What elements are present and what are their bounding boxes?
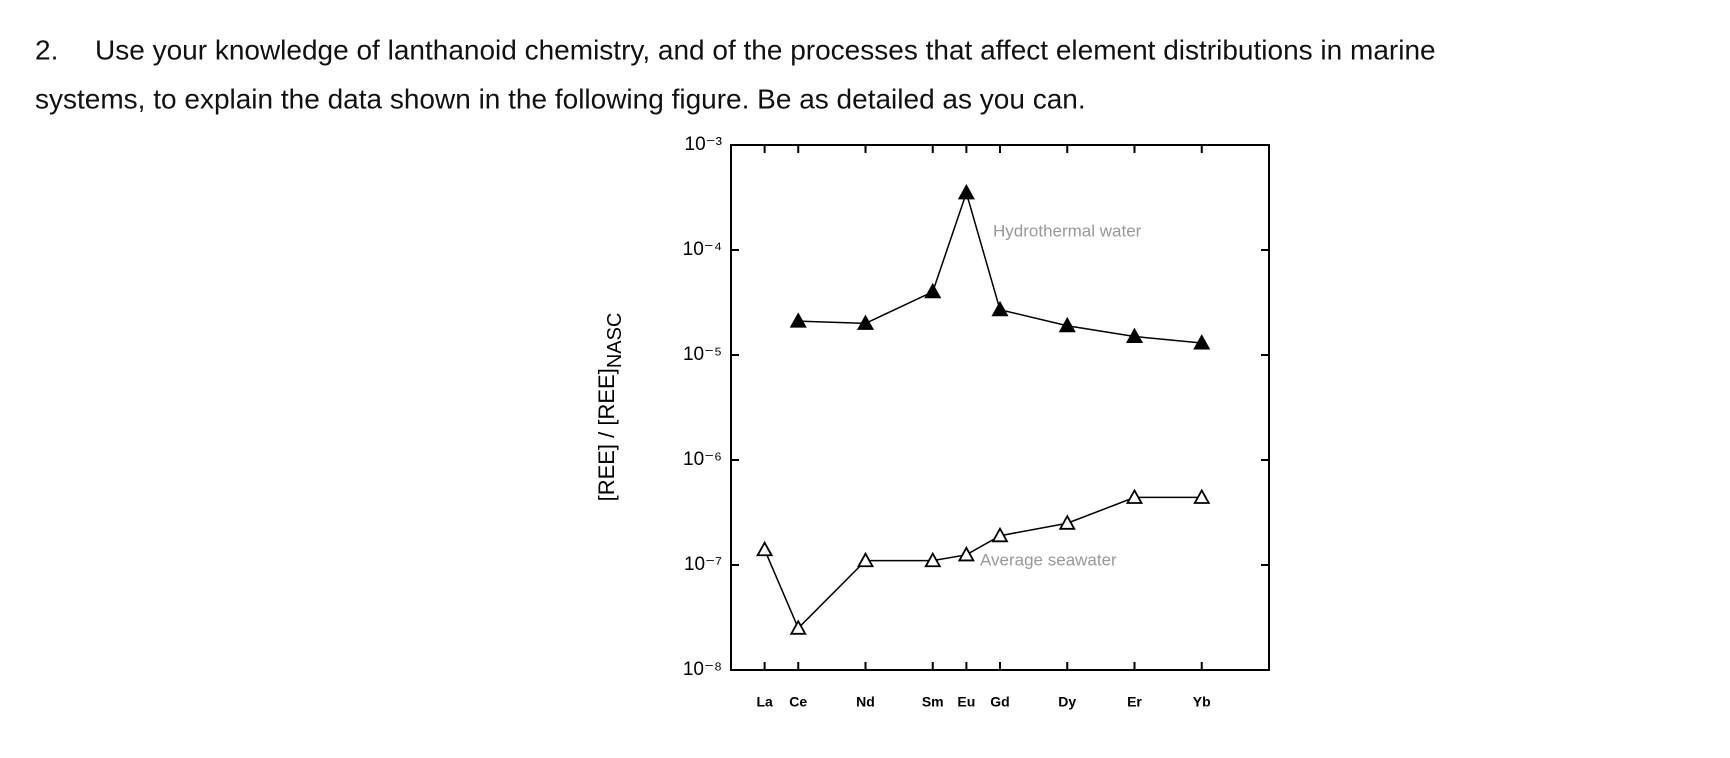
data-point (924, 282, 942, 299)
y-tick-label: 10⁻⁸ (683, 659, 722, 680)
x-tick-label: Eu (957, 694, 975, 710)
data-point (756, 540, 774, 557)
series-line (798, 190, 1202, 344)
data-point (789, 312, 807, 328)
y-label-subscript: NASC (604, 313, 626, 369)
data-point (957, 184, 975, 200)
data-point (1058, 514, 1076, 530)
y-tick-label: 10⁻⁷ (684, 554, 722, 575)
data-point (957, 545, 975, 562)
x-tick-label: Er (1127, 694, 1142, 710)
data-point (1125, 488, 1144, 504)
x-tick-label: Dy (1058, 694, 1076, 710)
series-label: Average seawater (980, 550, 1117, 569)
data-point (856, 551, 875, 568)
x-tick-label: Gd (990, 694, 1009, 710)
data-point (856, 314, 875, 330)
x-tick-label: Nd (856, 694, 875, 710)
data-point (1058, 316, 1076, 333)
data-point (1125, 327, 1144, 344)
x-tick-label: Ce (789, 694, 807, 710)
y-axis-label: [REE] / [REE]NASC (594, 313, 626, 502)
x-tick-label: La (756, 694, 773, 710)
question-line: systems, to explain the data shown in th… (35, 83, 1086, 114)
series-label: Hydrothermal water (993, 221, 1142, 240)
x-tick-label: Yb (1193, 694, 1211, 710)
data-point (1193, 334, 1211, 350)
y-tick-label: 10⁻⁴ (683, 239, 722, 260)
x-tick-label: Sm (922, 694, 944, 710)
data-point (991, 526, 1009, 543)
question-number: 2. (35, 34, 58, 65)
question-line: Use your knowledge of lanthanoid chemist… (95, 34, 1436, 65)
data-point (924, 551, 942, 568)
data-point (991, 300, 1009, 317)
y-label-main: [REE] / [REE] (594, 368, 619, 501)
y-tick-label: 10⁻⁵ (683, 344, 722, 365)
data-point (789, 619, 807, 635)
y-tick-label: 10⁻³ (685, 134, 723, 155)
y-tick-label: 10⁻⁶ (683, 449, 722, 470)
data-point (1193, 488, 1211, 504)
